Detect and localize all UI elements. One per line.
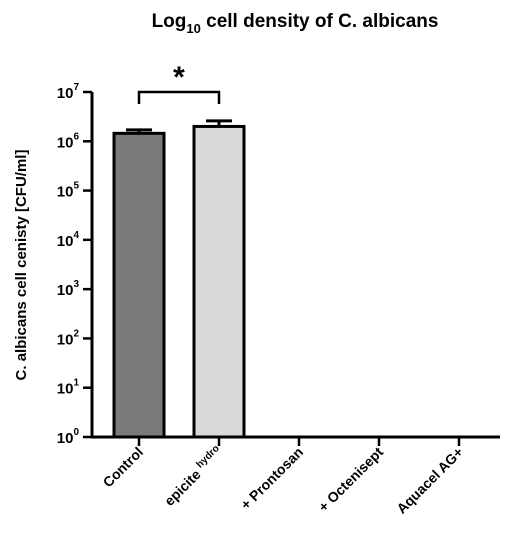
- y-tick-label: 101: [57, 378, 80, 398]
- y-tick-label: 106: [57, 131, 80, 151]
- error-bars: [126, 119, 232, 134]
- bar: [112, 131, 166, 439]
- x-tick-label: Aquacel AG+: [393, 444, 466, 517]
- significance-line: [137, 90, 221, 104]
- bars: [112, 124, 246, 439]
- y-tick-label: 103: [57, 279, 80, 299]
- x-tick-label: + Prontosan: [237, 444, 306, 513]
- y-tick-label: 100: [57, 427, 80, 447]
- bar: [192, 124, 246, 439]
- y-ticks: 100 101 102 103 104 105 106 107: [57, 82, 92, 447]
- y-tick-label: 105: [57, 181, 80, 201]
- y-tick-label: 104: [57, 230, 80, 250]
- significance-star: *: [173, 61, 185, 94]
- y-tick-label: 102: [57, 328, 80, 348]
- x-tick-label: Control: [100, 444, 147, 491]
- chart-title-subscript: 10: [186, 21, 200, 36]
- y-tick-label: 107: [57, 82, 80, 102]
- x-tick-label: epicite hydro: [160, 443, 226, 509]
- x-ticks: Control epicite hydro + Prontosan + Octenis…: [100, 437, 466, 517]
- significance-bracket: *: [137, 61, 221, 104]
- x-tick-label: + Octenisept: [315, 444, 386, 515]
- chart-title: Log10 cell density of C. albicans: [152, 11, 439, 36]
- y-axis-label: C. albicans cell cenisty [CFU/ml]: [13, 150, 30, 381]
